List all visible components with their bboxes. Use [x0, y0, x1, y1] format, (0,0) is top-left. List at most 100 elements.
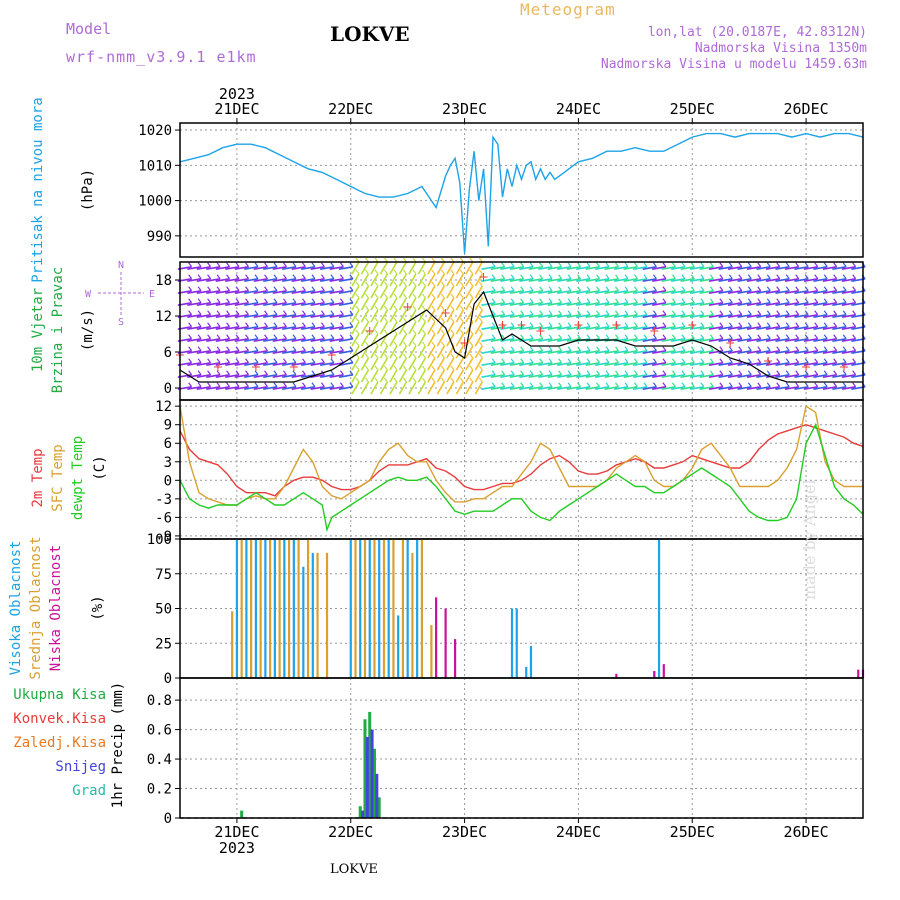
- wind-barb: [253, 349, 268, 355]
- watermark: made by Angel: [800, 479, 819, 600]
- wind-barb-flag: [681, 274, 686, 280]
- wind-barb-flag: [393, 269, 398, 275]
- wind-barb-flag: [412, 305, 417, 311]
- wind-barb-flag: [709, 286, 714, 292]
- wind-barb-flag: [833, 322, 838, 328]
- wind-barb-flag: [652, 382, 657, 388]
- wind-barb-flag: [615, 370, 619, 376]
- x-tick-label-bottom: 26DEC: [784, 823, 829, 841]
- wind-barb-flag: [339, 274, 344, 280]
- wind-barb-flag: [226, 298, 231, 304]
- wind-barb: [528, 301, 543, 307]
- wind-barb: [585, 277, 600, 283]
- wind-barb-flag: [459, 269, 464, 275]
- wind-barb: [272, 265, 287, 271]
- wind-barb: [446, 369, 455, 383]
- wind-barb: [841, 277, 856, 283]
- wind-barb: [746, 337, 761, 343]
- wind-barb: [187, 361, 202, 367]
- wind-barb: [633, 373, 648, 379]
- wind-barb: [310, 337, 325, 343]
- wind-barb-flag: [814, 346, 819, 352]
- wind-barb-flag: [681, 322, 686, 328]
- wind-barb: [225, 301, 240, 307]
- wind-barb: [455, 261, 465, 275]
- wind-barb-flag: [188, 310, 193, 316]
- bar-clouds: [373, 539, 376, 678]
- wind-barb-flag: [273, 370, 278, 376]
- wind-barb: [689, 373, 705, 379]
- wind-barb: [832, 325, 847, 331]
- bar-clouds: [349, 539, 352, 678]
- wind-barb-flag: [624, 382, 629, 388]
- wind-barb: [338, 337, 354, 343]
- wind-barb-flag: [785, 346, 790, 352]
- wind-barb: [794, 277, 809, 283]
- wind-barb-flag: [311, 298, 316, 304]
- bar-precip: [361, 810, 365, 818]
- wind-barb-flag: [605, 298, 610, 304]
- wind-barb: [737, 313, 752, 319]
- wind-barb: [408, 285, 417, 299]
- wind-barb-flag: [355, 365, 360, 371]
- wind-barb-flag: [690, 370, 695, 376]
- wind-barb: [291, 265, 306, 271]
- wind-barb: [272, 361, 287, 367]
- wind-barb: [803, 289, 818, 295]
- wind-barb: [718, 301, 733, 307]
- compass-w: W: [85, 289, 92, 300]
- wind-barb: [360, 273, 370, 287]
- wind-barb-flag: [264, 286, 269, 292]
- wind-barb-flag: [207, 382, 212, 388]
- wind-barb: [756, 349, 771, 355]
- wind-barb: [263, 277, 278, 283]
- wind-barb: [803, 337, 818, 343]
- wind-barb: [338, 325, 354, 331]
- wind-barb-flag: [709, 322, 714, 328]
- wind-barb-flag: [440, 269, 445, 275]
- wind-barb-flag: [501, 262, 506, 268]
- bar-clouds: [510, 608, 514, 678]
- wind-barb: [784, 277, 799, 283]
- wind-barb: [841, 385, 856, 391]
- wind-barb: [623, 301, 638, 307]
- wind-barb-flag: [634, 274, 638, 280]
- wind-barb-flag: [766, 322, 771, 328]
- wind-barb-flag: [383, 377, 388, 383]
- wind-barb: [566, 337, 581, 343]
- wind-barb: [310, 325, 325, 331]
- wind-barb-flag: [311, 382, 316, 388]
- wind-barb: [408, 369, 417, 383]
- wind-barb-flag: [747, 382, 752, 388]
- wind-barb-flag: [254, 334, 259, 340]
- wind-barb: [436, 345, 446, 359]
- y-tick-label: 50: [155, 602, 172, 618]
- wind-barb: [291, 313, 306, 319]
- bar-clouds: [387, 539, 390, 678]
- wind-barb: [417, 333, 427, 347]
- wind-barb: [455, 297, 465, 311]
- wind-barb: [206, 313, 221, 319]
- wind-barb: [301, 349, 316, 355]
- wind-barb: [642, 361, 657, 367]
- wind-barb: [841, 301, 856, 307]
- wind-barb: [360, 321, 370, 335]
- wind-barb-flag: [355, 341, 360, 347]
- wind-barb: [528, 337, 543, 343]
- wind-barb: [604, 361, 619, 367]
- wind-barb-flag: [364, 317, 369, 323]
- wind-barb: [215, 337, 230, 343]
- wind-barb-flag: [700, 358, 705, 364]
- wind-barb-flag: [510, 370, 515, 376]
- wind-barb-flag: [643, 262, 648, 268]
- wind-barb-flag: [520, 346, 525, 352]
- wind-barb: [566, 301, 581, 307]
- wind-barb: [291, 385, 306, 391]
- wind-barb-flag: [747, 310, 752, 316]
- wind-barb: [822, 349, 837, 355]
- wind-barb: [623, 361, 638, 367]
- wind-barb-flag: [364, 365, 369, 371]
- y-tick-label: 1010: [138, 158, 172, 174]
- x-tick-label-bottom: 22DEC: [328, 823, 373, 841]
- wind-barb: [727, 349, 742, 355]
